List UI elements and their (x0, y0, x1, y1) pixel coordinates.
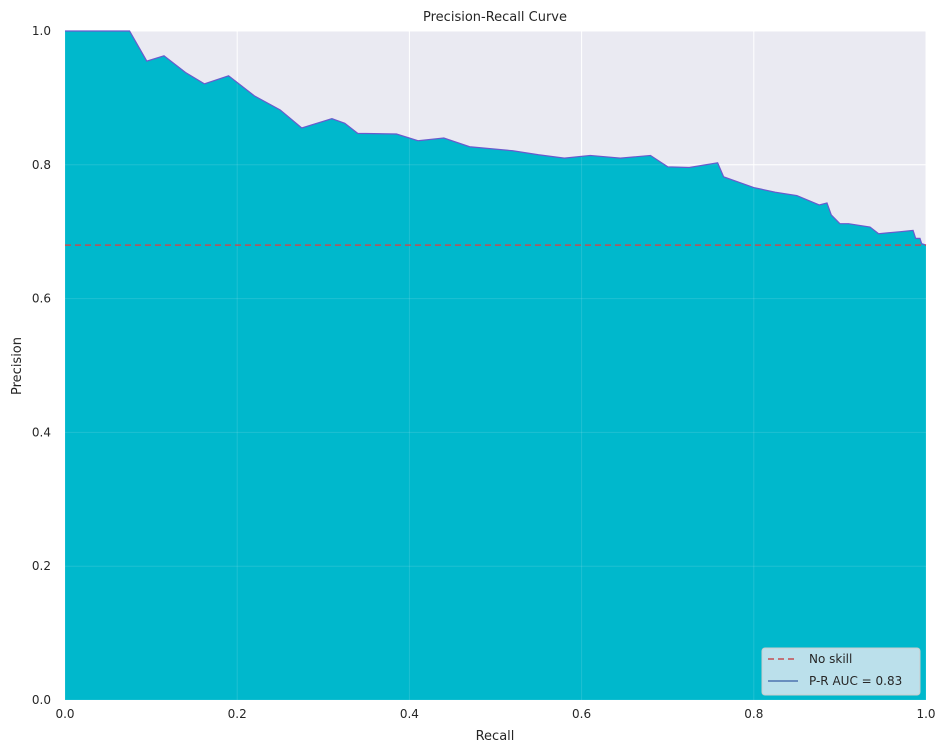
x-tick-label: 0.8 (744, 707, 763, 721)
data-layer (64, 30, 927, 701)
y-axis-label: Precision (10, 337, 25, 395)
legend: No skill P-R AUC = 0.83 (761, 647, 921, 696)
y-tick-label: 0.8 (32, 158, 51, 172)
legend-box (761, 647, 921, 696)
y-tick-label: 0.2 (32, 559, 51, 573)
x-tick-label: 1.0 (916, 707, 935, 721)
chart-title: Precision-Recall Curve (423, 10, 567, 25)
y-tick-label: 0.0 (32, 693, 51, 707)
tick-labels: 0.0 0.2 0.4 0.6 0.8 1.0 0.0 0.2 0.4 0.6 0.8 1.0 (32, 24, 936, 721)
legend-no-skill-label: No skill (809, 652, 852, 666)
x-tick-label: 0.2 (228, 707, 247, 721)
y-tick-label: 0.4 (32, 425, 51, 439)
x-tick-label: 0.4 (400, 707, 419, 721)
x-tick-label: 0.0 (55, 707, 74, 721)
pr-curve-line (65, 30, 927, 246)
y-tick-label: 0.6 (32, 292, 51, 306)
y-tick-label: 1.0 (32, 24, 51, 38)
x-tick-label: 0.6 (572, 707, 591, 721)
pr-area-fill (65, 31, 926, 700)
legend-auc-label: P-R AUC = 0.83 (809, 674, 902, 688)
x-axis-label: Recall (476, 729, 515, 744)
